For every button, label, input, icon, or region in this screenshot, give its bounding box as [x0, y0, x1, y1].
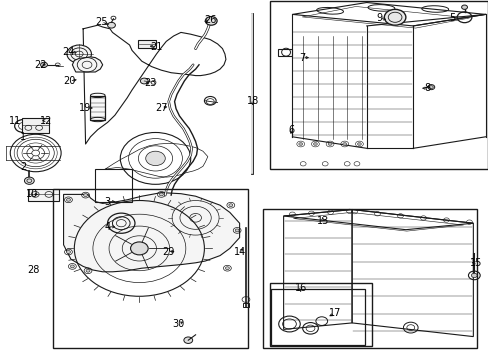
- Text: 19: 19: [79, 103, 92, 113]
- Circle shape: [357, 143, 361, 145]
- Bar: [277, 49, 292, 56]
- Circle shape: [67, 45, 91, 63]
- Bar: [22, 118, 49, 133]
- Text: 17: 17: [328, 308, 341, 318]
- Circle shape: [470, 273, 476, 278]
- Text: 23: 23: [144, 78, 157, 88]
- Text: 8: 8: [424, 83, 430, 93]
- Circle shape: [461, 5, 467, 9]
- Text: 15: 15: [468, 258, 481, 268]
- Circle shape: [205, 17, 217, 25]
- Text: 10: 10: [25, 189, 38, 199]
- Bar: [95, 169, 132, 202]
- Text: 18: 18: [246, 96, 259, 106]
- Text: 28: 28: [27, 265, 40, 275]
- Text: 25: 25: [95, 17, 107, 27]
- Text: 29: 29: [162, 247, 175, 257]
- Text: 12: 12: [40, 116, 53, 126]
- Circle shape: [107, 22, 115, 28]
- Text: 22: 22: [34, 60, 46, 70]
- Circle shape: [83, 194, 87, 197]
- Text: 6: 6: [287, 125, 293, 135]
- Polygon shape: [72, 57, 102, 72]
- Circle shape: [86, 269, 90, 272]
- Text: 7: 7: [299, 53, 305, 63]
- Text: 2: 2: [20, 162, 26, 172]
- Circle shape: [298, 143, 302, 145]
- Circle shape: [159, 193, 163, 196]
- Bar: [28, 189, 59, 201]
- Text: 9: 9: [375, 13, 381, 23]
- Circle shape: [327, 143, 331, 145]
- Text: 3: 3: [104, 197, 110, 207]
- Text: 13: 13: [316, 216, 328, 226]
- Text: 24: 24: [62, 47, 75, 57]
- Circle shape: [130, 242, 148, 255]
- Text: 4: 4: [104, 222, 110, 232]
- Bar: [90, 96, 105, 120]
- Text: 21: 21: [150, 42, 163, 52]
- Circle shape: [24, 177, 34, 184]
- Text: 14: 14: [233, 247, 245, 257]
- Circle shape: [428, 86, 432, 89]
- Text: 5: 5: [448, 13, 454, 23]
- Text: 1: 1: [20, 132, 26, 142]
- Bar: [243, 303, 248, 307]
- Text: 16: 16: [294, 283, 306, 293]
- Bar: [138, 40, 156, 48]
- Circle shape: [225, 267, 229, 270]
- Text: 11: 11: [8, 116, 21, 126]
- Circle shape: [228, 204, 232, 207]
- Bar: [271, 289, 365, 345]
- Circle shape: [66, 251, 70, 253]
- Circle shape: [183, 337, 192, 343]
- Circle shape: [235, 229, 239, 232]
- Text: 27: 27: [155, 103, 167, 113]
- Circle shape: [313, 143, 317, 145]
- Circle shape: [41, 62, 47, 67]
- Text: 26: 26: [203, 15, 216, 25]
- Text: 20: 20: [63, 76, 76, 86]
- Circle shape: [342, 143, 346, 145]
- Circle shape: [70, 265, 74, 268]
- Circle shape: [384, 9, 405, 25]
- Text: 30: 30: [172, 319, 184, 329]
- Circle shape: [140, 78, 148, 84]
- Circle shape: [145, 151, 165, 166]
- Polygon shape: [63, 193, 239, 272]
- Circle shape: [66, 198, 70, 201]
